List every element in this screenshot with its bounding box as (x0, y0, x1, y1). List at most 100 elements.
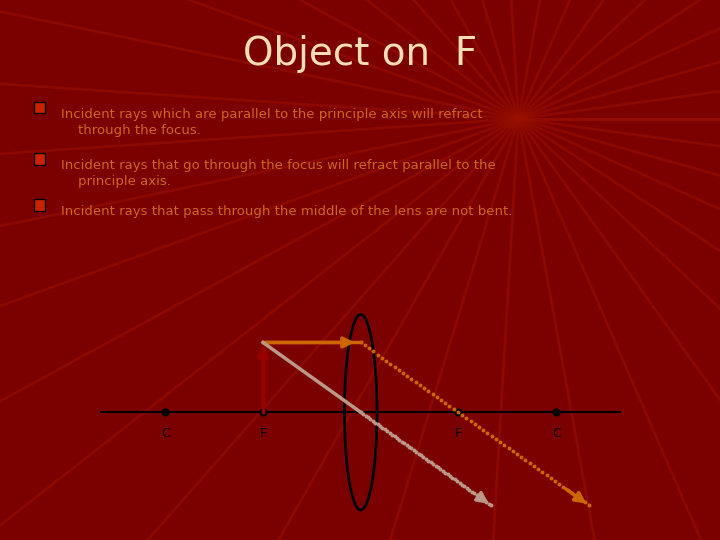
Point (408, 446, 420, 455)
Point (528, 462, 539, 470)
Point (394, 435, 405, 444)
Point (355, 408, 366, 416)
Point (459, 482, 470, 491)
Text: Object on  F: Object on F (243, 35, 477, 73)
Point (456, 410, 468, 419)
Point (357, 410, 369, 418)
Point (364, 344, 375, 353)
Point (401, 441, 413, 449)
Point (372, 420, 383, 429)
Point (418, 383, 430, 392)
Point (549, 477, 561, 485)
Point (495, 437, 506, 446)
Point (437, 467, 449, 475)
Point (444, 401, 455, 410)
Point (393, 365, 405, 374)
Point (427, 389, 438, 398)
Text: C: C (161, 427, 170, 440)
Point (473, 423, 485, 431)
Point (425, 458, 436, 467)
Point (396, 437, 408, 446)
Point (384, 429, 395, 437)
Point (367, 416, 379, 425)
Point (524, 459, 536, 468)
Point (579, 498, 590, 507)
Text: F: F (455, 427, 462, 440)
Point (410, 448, 422, 456)
Point (415, 451, 427, 460)
Point (405, 374, 417, 383)
Point (554, 480, 565, 489)
Point (566, 489, 577, 497)
Point (423, 456, 434, 465)
Point (387, 430, 398, 439)
Point (478, 496, 490, 504)
Point (461, 484, 472, 492)
Point (405, 444, 417, 453)
Point (368, 347, 379, 356)
Point (389, 362, 400, 371)
Point (420, 455, 432, 463)
Point (520, 456, 531, 464)
Point (490, 435, 502, 443)
Point (439, 399, 451, 407)
Point (469, 420, 480, 428)
Text: Incident rays that go through the focus will refract parallel to the
    princip: Incident rays that go through the focus … (61, 159, 496, 188)
Point (384, 359, 396, 368)
Point (536, 468, 548, 476)
Point (362, 413, 374, 422)
Point (486, 431, 498, 440)
Point (403, 442, 415, 451)
Point (448, 404, 459, 413)
Text: Incident rays which are parallel to the principle axis will refract
    through : Incident rays which are parallel to the … (61, 108, 483, 137)
Point (456, 480, 468, 489)
Point (444, 472, 456, 481)
Point (469, 489, 480, 497)
Point (413, 449, 424, 458)
Point (452, 408, 464, 416)
Text: F: F (259, 427, 266, 440)
Point (435, 465, 446, 474)
Point (507, 447, 518, 455)
Point (414, 380, 426, 389)
Point (583, 501, 595, 510)
Point (503, 444, 514, 453)
Point (432, 463, 444, 472)
Point (562, 486, 573, 495)
Point (376, 353, 387, 362)
Point (372, 350, 383, 359)
Point (464, 485, 475, 494)
Point (480, 497, 492, 506)
Point (451, 477, 463, 485)
Point (466, 487, 477, 496)
Point (374, 422, 386, 430)
Point (545, 474, 557, 483)
Point (476, 494, 487, 503)
Point (398, 439, 410, 448)
Point (364, 415, 376, 423)
Point (541, 471, 552, 480)
Point (431, 393, 443, 401)
Point (511, 450, 523, 458)
Point (465, 416, 477, 425)
Point (483, 500, 495, 508)
Point (442, 470, 454, 478)
Point (516, 453, 527, 461)
Point (485, 501, 497, 510)
Point (498, 441, 510, 449)
Point (570, 492, 582, 501)
Point (473, 492, 485, 501)
Point (402, 372, 413, 380)
Point (360, 411, 372, 420)
Point (428, 460, 439, 468)
Point (410, 377, 421, 386)
Point (382, 427, 393, 436)
Point (380, 356, 392, 365)
Point (446, 474, 458, 482)
Point (423, 387, 434, 395)
Point (369, 418, 381, 427)
Point (454, 478, 465, 487)
Point (558, 483, 570, 491)
Point (418, 453, 429, 461)
Point (355, 338, 366, 347)
